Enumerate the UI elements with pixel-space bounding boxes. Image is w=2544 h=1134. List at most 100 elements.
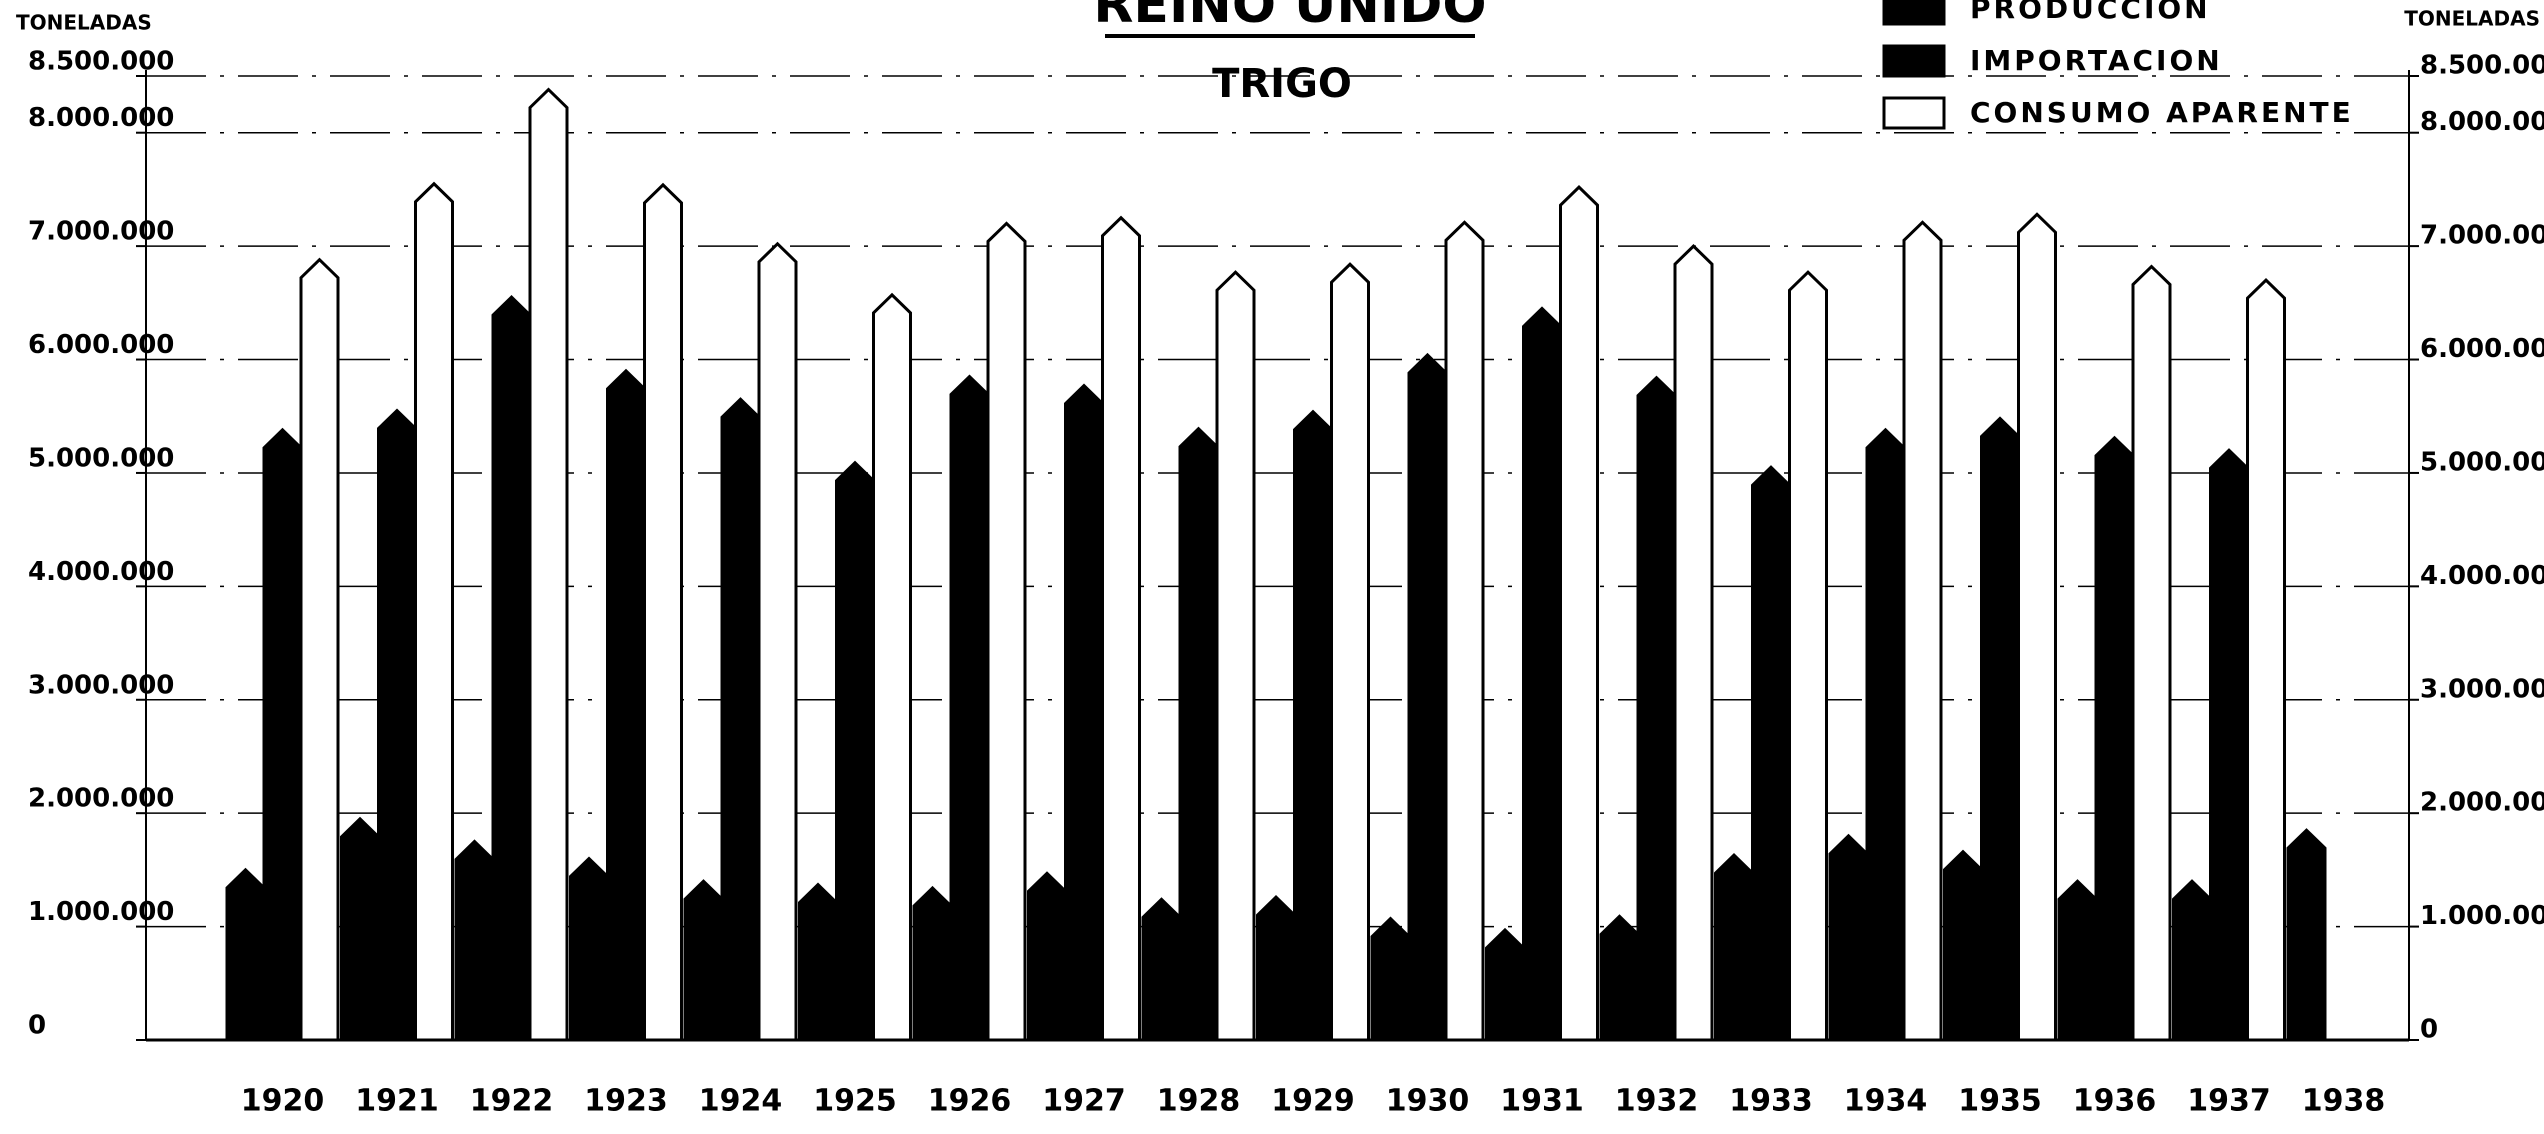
y2-axis-label: TONELADAS bbox=[2404, 7, 2540, 31]
bar bbox=[2131, 264, 2172, 1042]
bar bbox=[1027, 871, 1067, 1042]
legend: PRODUCCION IMPORTACION CONSUMO APARENTE bbox=[1882, 0, 2354, 130]
x-tick-label: 1922 bbox=[470, 1084, 554, 1119]
bar bbox=[2209, 448, 2249, 1042]
x-tick-label: 1929 bbox=[1271, 1084, 1355, 1119]
x-tick-label: 1920 bbox=[241, 1084, 325, 1119]
bar bbox=[1178, 426, 1219, 1042]
bar bbox=[2286, 828, 2327, 1042]
bar bbox=[1370, 916, 1411, 1042]
y-tick-label: 2.000.000 bbox=[28, 784, 174, 814]
y2-tick-label: 8.000.000 bbox=[2420, 107, 2544, 137]
legend-swatch bbox=[1882, 0, 1946, 26]
bar bbox=[1559, 185, 1599, 1042]
y-tick-label: 4.000.000 bbox=[28, 557, 174, 587]
x-tick-label: 1932 bbox=[1615, 1084, 1699, 1119]
bar bbox=[1293, 409, 1333, 1042]
bar bbox=[1141, 897, 1182, 1042]
bar bbox=[643, 182, 683, 1042]
bar bbox=[1256, 895, 1296, 1042]
x-tick-label: 1923 bbox=[584, 1084, 668, 1119]
x-tick-label: 1938 bbox=[2302, 1084, 2386, 1119]
bar bbox=[1522, 306, 1562, 1042]
y-tick-label: 7.000.000 bbox=[28, 217, 174, 247]
y2-tick-label: 1.000.000 bbox=[2420, 901, 2544, 931]
bar bbox=[757, 241, 798, 1042]
y2-tick-label: 8.500.000 bbox=[2420, 51, 2544, 81]
bar bbox=[912, 885, 953, 1042]
bar bbox=[528, 87, 569, 1042]
bar bbox=[720, 397, 761, 1042]
legend-swatch bbox=[1882, 96, 1946, 130]
x-tick-label: 1926 bbox=[928, 1084, 1012, 1119]
bar bbox=[1407, 352, 1448, 1042]
x-tick-label: 1934 bbox=[1844, 1084, 1928, 1119]
y-tick-label: 8.000.000 bbox=[28, 103, 174, 133]
y2-tick-label: 7.000.000 bbox=[2420, 221, 2544, 251]
bar bbox=[1673, 244, 1714, 1042]
bar bbox=[2246, 278, 2286, 1042]
bar bbox=[1865, 427, 1906, 1042]
chart-title: REINO UNIDO bbox=[1093, 0, 1486, 35]
x-tick-label: 1933 bbox=[1729, 1084, 1813, 1119]
chart-subtitle: TRIGO bbox=[1212, 61, 1352, 107]
bar bbox=[1788, 270, 1828, 1042]
y2-tick-label: 3.000.000 bbox=[2420, 674, 2544, 704]
y2-tick-label: 5.000.000 bbox=[2420, 447, 2544, 477]
bar bbox=[491, 295, 532, 1042]
bar bbox=[1101, 215, 1141, 1042]
y-tick-label: 8.500.000 bbox=[28, 47, 174, 77]
x-tick-label: 1928 bbox=[1157, 1084, 1241, 1119]
bar bbox=[1064, 383, 1104, 1042]
bar bbox=[949, 374, 990, 1042]
y2-tick-label: 4.000.000 bbox=[2420, 561, 2544, 591]
bar bbox=[1330, 262, 1370, 1042]
y-tick-label: 5.000.000 bbox=[28, 443, 174, 473]
bar bbox=[1943, 849, 1983, 1042]
bar bbox=[1444, 220, 1485, 1042]
y-tick-label: 6.000.000 bbox=[28, 330, 174, 360]
bar bbox=[606, 368, 646, 1042]
x-tick-label: 1924 bbox=[699, 1084, 783, 1119]
x-tick-label: 1927 bbox=[1042, 1084, 1126, 1119]
bar bbox=[414, 181, 454, 1042]
legend-label: CONSUMO APARENTE bbox=[1970, 96, 2354, 129]
bar bbox=[1828, 833, 1869, 1042]
bar bbox=[340, 816, 380, 1042]
legend-label: PRODUCCION bbox=[1970, 0, 2211, 25]
bar bbox=[2172, 879, 2212, 1042]
bar bbox=[1215, 270, 1256, 1042]
bar bbox=[262, 427, 303, 1042]
y-tick-label: 1.000.000 bbox=[28, 897, 174, 927]
x-tick-label: 1936 bbox=[2073, 1084, 2157, 1119]
bar bbox=[1599, 914, 1640, 1042]
bar bbox=[2057, 879, 2098, 1042]
x-tick-label: 1935 bbox=[1958, 1084, 2042, 1119]
bar bbox=[377, 408, 417, 1042]
legend-label: IMPORTACION bbox=[1970, 44, 2223, 77]
y2-tick-label: 2.000.000 bbox=[2420, 788, 2544, 818]
bar bbox=[835, 460, 875, 1042]
bar bbox=[569, 856, 609, 1042]
bar bbox=[798, 882, 838, 1042]
x-tick-label: 1921 bbox=[355, 1084, 439, 1119]
bar bbox=[1485, 927, 1525, 1042]
y-tick-label: 3.000.000 bbox=[28, 670, 174, 700]
bar bbox=[683, 879, 724, 1042]
bar bbox=[454, 839, 495, 1042]
y-tick-label: 0 bbox=[28, 1011, 46, 1041]
legend-swatch bbox=[1882, 44, 1946, 78]
x-tick-label: 1937 bbox=[2187, 1084, 2271, 1119]
bar bbox=[1636, 375, 1677, 1042]
x-tick-label: 1930 bbox=[1386, 1084, 1470, 1119]
y-axis-label: TONELADAS bbox=[16, 11, 152, 35]
bar bbox=[299, 257, 340, 1042]
x-tick-label: 1925 bbox=[813, 1084, 897, 1119]
bar bbox=[1902, 220, 1943, 1042]
bar bbox=[1980, 416, 2020, 1042]
bar bbox=[1714, 853, 1754, 1042]
bar bbox=[225, 867, 266, 1042]
bar bbox=[1751, 465, 1791, 1042]
bar bbox=[986, 221, 1027, 1042]
